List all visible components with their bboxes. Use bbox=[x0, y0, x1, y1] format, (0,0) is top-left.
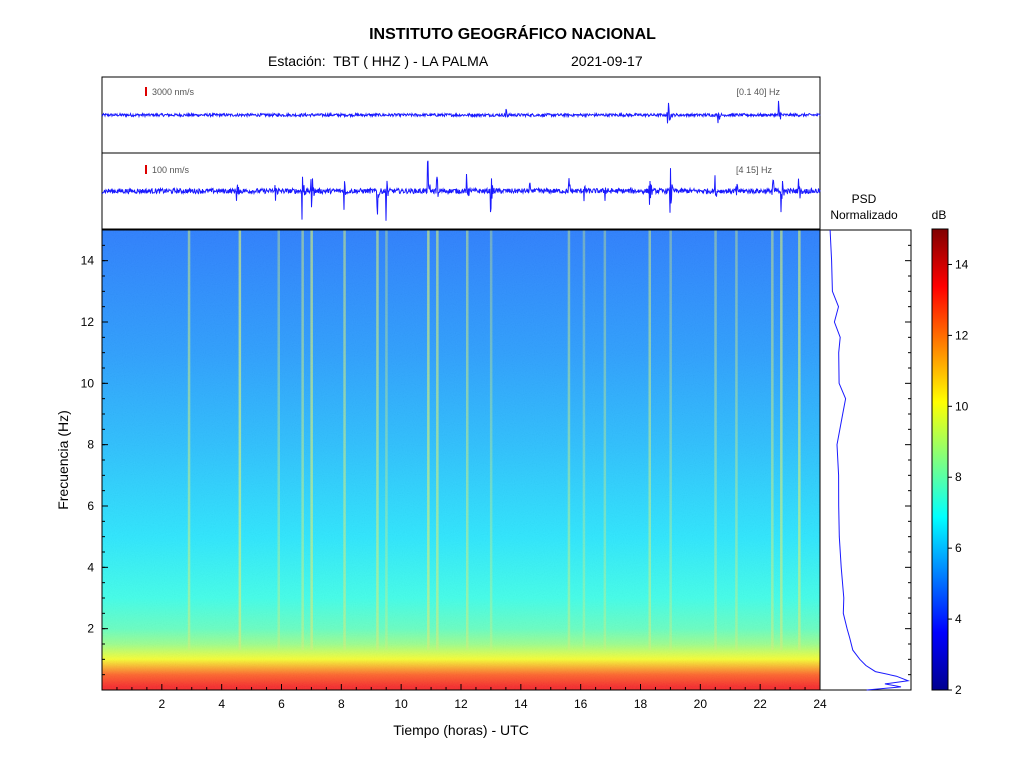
seismogram-trace-broadband bbox=[101, 100, 821, 124]
scale-bar-filtered bbox=[145, 165, 147, 174]
x-tick-label: 18 bbox=[634, 697, 648, 711]
colorbar-tick-label: 2 bbox=[955, 683, 962, 697]
figure-title: INSTITUTO GEOGRÁFICO NACIONAL bbox=[369, 26, 656, 43]
x-tick-label: 6 bbox=[278, 697, 285, 711]
scale-label-broadband: 3000 nm/s bbox=[152, 87, 195, 97]
seismogram-trace-filtered bbox=[101, 160, 821, 221]
band-label-filtered: [4 15] Hz bbox=[736, 165, 773, 175]
x-tick-label: 16 bbox=[574, 697, 588, 711]
x-tick-label: 14 bbox=[514, 697, 528, 711]
scale-bar-broadband bbox=[145, 87, 147, 96]
psd-title-line-2: Normalizado bbox=[830, 208, 898, 222]
x-tick-label: 22 bbox=[753, 697, 767, 711]
psd-title-line-1: PSD bbox=[852, 192, 877, 206]
colorbar-tick-label: 12 bbox=[955, 328, 969, 342]
seismogram-panel-broadband: 3000 nm/s [0.1 40] Hz bbox=[101, 76, 821, 154]
y-tick-label: 2 bbox=[87, 622, 94, 636]
y-tick-label: 4 bbox=[87, 560, 94, 574]
psd-curve bbox=[829, 229, 911, 691]
y-tick-label: 14 bbox=[81, 254, 95, 268]
date-label: 2021-09-17 bbox=[571, 53, 643, 69]
seismogram-panel-filtered: 100 nm/s [4 15] Hz bbox=[101, 152, 821, 230]
colorbar: dB 2 4 6 8 10 12 14 bbox=[931, 208, 969, 697]
x-tick-label: 10 bbox=[394, 697, 408, 711]
colorbar-tick-label: 6 bbox=[955, 541, 962, 555]
scale-label-filtered: 100 nm/s bbox=[152, 165, 190, 175]
x-tick-label: 8 bbox=[338, 697, 345, 711]
colorbar-tick-label: 14 bbox=[955, 257, 969, 271]
colorbar-unit: dB bbox=[932, 208, 947, 222]
x-axis-label: Tiempo (horas) - UTC bbox=[393, 722, 529, 738]
x-tick-label: 4 bbox=[218, 697, 225, 711]
y-tick-label: 10 bbox=[81, 376, 95, 390]
band-label-broadband: [0.1 40] Hz bbox=[736, 87, 780, 97]
colorbar-ticks: 2 4 6 8 10 12 14 bbox=[948, 257, 969, 697]
x-tick-label: 12 bbox=[454, 697, 468, 711]
psd-panel: PSD Normalizado bbox=[819, 192, 912, 691]
y-axis-label: Frecuencia (Hz) bbox=[55, 410, 71, 510]
colorbar-tick-label: 8 bbox=[955, 470, 962, 484]
psd-ticks bbox=[905, 229, 911, 691]
y-tick-label: 6 bbox=[87, 499, 94, 513]
y-tick-label: 12 bbox=[81, 315, 95, 329]
colorbar-tick-label: 4 bbox=[955, 612, 962, 626]
colorbar-gradient bbox=[931, 228, 949, 691]
x-tick-label: 2 bbox=[158, 697, 165, 711]
x-tick-label: 24 bbox=[813, 697, 827, 711]
spectrogram-grain bbox=[102, 230, 820, 690]
colorbar-tick-label: 10 bbox=[955, 399, 969, 413]
x-tick-label: 20 bbox=[694, 697, 708, 711]
y-tick-label: 8 bbox=[87, 438, 94, 452]
station-label: Estación: TBT ( HHZ ) - LA PALMA bbox=[268, 53, 489, 69]
